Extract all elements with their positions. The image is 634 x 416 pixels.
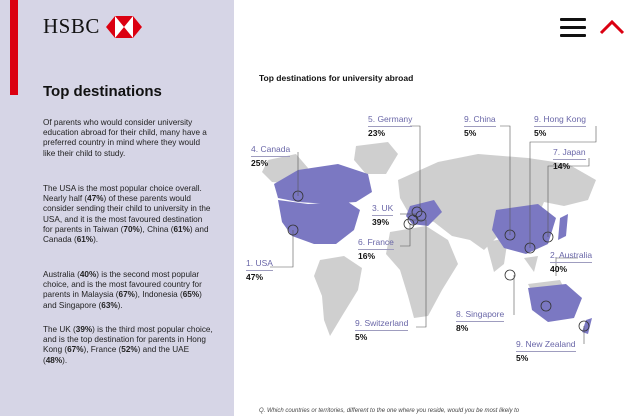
label-new-zealand: 9. New Zealand 5% [516,339,576,363]
label-australia: 2. Australia 40% [550,250,593,274]
label-singapore: 8. Singapore 8% [456,309,505,333]
hamburger-menu-icon[interactable] [560,18,586,38]
label-france: 6. France 16% [358,237,394,261]
singapore-marker [504,269,516,281]
paragraph-uk: The UK (39%) is the third most popular c… [43,325,213,365]
label-uk: 3. UK 39% [372,203,394,227]
hsbc-hexagon-icon [105,15,142,38]
label-canada: 4. Canada 25% [251,144,291,168]
label-japan: 7. Japan 14% [553,147,586,171]
map-title: Top destinations for university abroad [259,73,414,83]
brand-accent-bar [10,0,18,95]
world-map [262,142,596,336]
survey-question-footnote: Q. Which countries or territories, diffe… [259,408,520,414]
article-panel: HSBC Top destinations Of parents who wou… [0,0,234,416]
label-hong-kong: 9. Hong Kong 5% [534,114,586,138]
paragraph-australia: Australia (40%) is the second most popul… [43,270,202,310]
label-china: 9. China 5% [464,114,496,138]
hsbc-logo[interactable]: HSBC [43,14,142,39]
label-switzerland: 9. Switzerland 5% [355,318,409,342]
label-germany: 5. Germany 23% [368,114,413,138]
label-usa: 1. USA 47% [246,258,273,282]
logo-wordmark: HSBC [43,14,100,38]
australia-marker [540,300,552,312]
paragraph-intro: Of parents who would consider university… [43,118,207,158]
article-title: Top destinations [43,83,162,100]
paragraph-usa: The USA is the most popular choice overa… [43,184,211,245]
chevron-up-icon[interactable] [598,16,626,38]
